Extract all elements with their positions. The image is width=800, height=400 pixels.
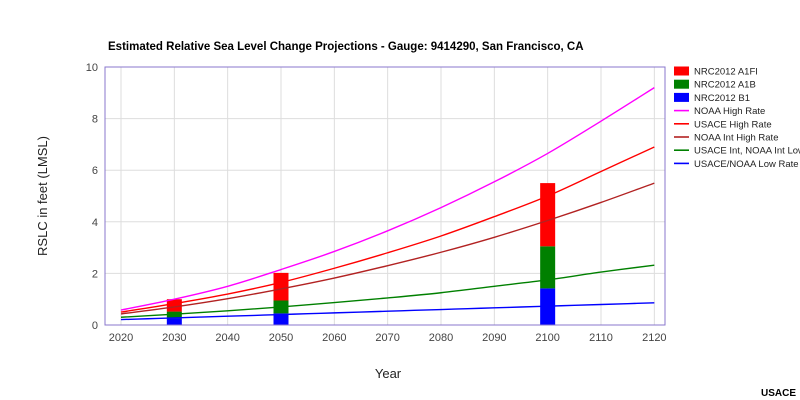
x-tick-label: 2090 [482, 332, 506, 344]
y-tick-label: 0 [92, 320, 98, 332]
y-tick-label: 8 [92, 114, 98, 126]
legend-label: NRC2012 B1 [694, 93, 750, 104]
x-tick-label: 2020 [109, 332, 133, 344]
x-tick-label: 2080 [429, 332, 453, 344]
x-tick-label: 2070 [375, 332, 399, 344]
legend-label: USACE High Rate [694, 119, 772, 130]
x-tick-label: 2060 [322, 332, 346, 344]
y-tick-label: 10 [86, 62, 98, 74]
x-tick-label: 2030 [162, 332, 186, 344]
plot-area-frame [104, 66, 666, 326]
legend-swatch-box [674, 92, 689, 102]
legend: NRC2012 A1FI NRC2012 A1B NRC2012 B1 NOAA Hi… [674, 66, 800, 170]
series-line [120, 87, 655, 311]
x-tick-label: 2100 [535, 332, 559, 344]
bar-segment [166, 311, 182, 319]
bar-segment [273, 272, 289, 301]
x-axis-title: Year [375, 366, 402, 381]
legend-label: NOAA Int High Rate [694, 133, 778, 144]
x-axis-ticks: 2020 2030 2040 2050 2060 2070 2080 2090 2100 2110… [109, 332, 667, 344]
x-tick-label: 2050 [269, 332, 293, 344]
series-line [120, 264, 655, 318]
grid [105, 66, 665, 326]
legend-label: NRC2012 A1B [694, 80, 756, 91]
y-axis-ticks: 0 2 4 6 8 10 [86, 62, 98, 332]
y-tick-label: 2 [92, 268, 98, 280]
chart-title: Estimated Relative Sea Level Change Proj… [108, 41, 584, 53]
y-tick-label: 6 [92, 165, 98, 177]
bar-segment [540, 183, 556, 247]
legend-swatch-box [674, 79, 689, 89]
legend-label: USACE Int, NOAA Int Low [694, 146, 800, 157]
source-credit: USACE [761, 388, 796, 399]
series-line [120, 302, 655, 321]
stacked-bars [166, 183, 556, 325]
legend-label: USACE/NOAA Low Rate [694, 159, 799, 170]
legend-swatch-box [674, 66, 689, 76]
bar-segment [273, 313, 289, 325]
x-tick-label: 2040 [215, 332, 239, 344]
x-tick-label: 2120 [642, 332, 666, 344]
y-axis-title: RSLC in feet (LMSL) [35, 136, 50, 256]
series-line [120, 146, 655, 313]
series-lines [120, 87, 655, 321]
y-tick-label: 4 [92, 217, 98, 229]
series-line [120, 182, 655, 315]
bar-segment [166, 318, 182, 325]
x-tick-label: 2110 [589, 332, 613, 344]
bar-segment [540, 246, 556, 289]
legend-label: NOAA High Rate [694, 106, 765, 117]
legend-label: NRC2012 A1FI [694, 67, 758, 78]
